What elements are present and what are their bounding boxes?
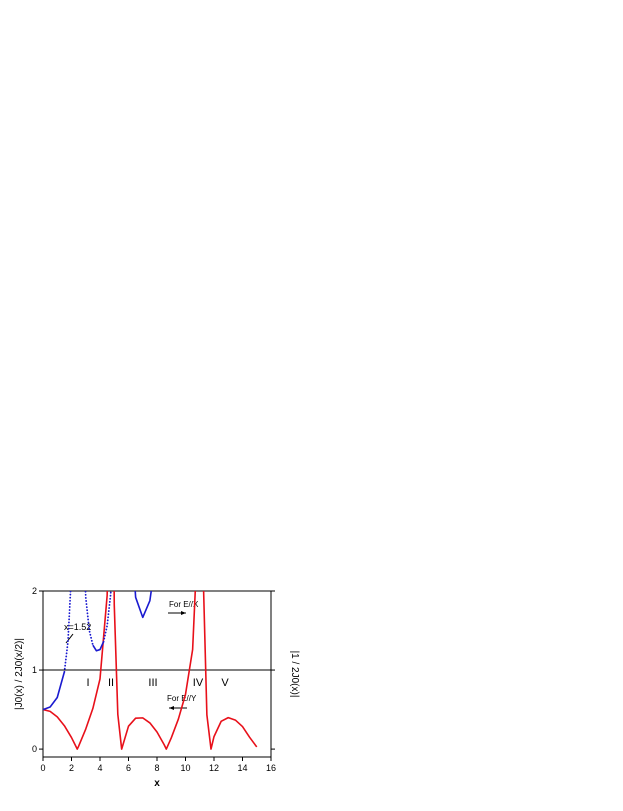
plot-area bbox=[43, 591, 258, 750]
region-label: V bbox=[221, 677, 229, 689]
y2-axis-label: |1 / 2J0(x)| bbox=[289, 651, 300, 698]
region-label: IV bbox=[193, 677, 204, 689]
y-tick-label: 1 bbox=[32, 665, 37, 675]
x-tick-label: 2 bbox=[69, 763, 74, 773]
region-label: III bbox=[148, 677, 157, 689]
annotation: For E//X bbox=[169, 600, 199, 609]
data-line bbox=[43, 591, 153, 711]
annotation: x=1.52 bbox=[64, 622, 91, 632]
annotation-arrow bbox=[65, 633, 74, 644]
x-tick-label: 8 bbox=[154, 763, 159, 773]
y-axis-label: |J0(x) / 2J0(x/2)| bbox=[14, 638, 25, 710]
arrow-head bbox=[169, 706, 174, 710]
x-tick-label: 16 bbox=[266, 763, 276, 773]
data-line bbox=[63, 591, 112, 673]
region-label: I bbox=[86, 677, 89, 689]
x-tick-label: 14 bbox=[237, 763, 247, 773]
x-tick-label: 10 bbox=[180, 763, 190, 773]
annotation: For E//Y bbox=[167, 694, 197, 703]
x-tick-label: 6 bbox=[126, 763, 131, 773]
x-tick-label: 4 bbox=[97, 763, 102, 773]
region-label: II bbox=[108, 677, 114, 689]
y-tick-label: 0 bbox=[32, 744, 37, 754]
y-tick-label: 2 bbox=[32, 586, 37, 596]
x-axis-label: x bbox=[154, 778, 160, 789]
data-line bbox=[43, 591, 258, 750]
x-tick-label: 0 bbox=[40, 763, 45, 773]
x-tick-label: 12 bbox=[209, 763, 219, 773]
arrow-head bbox=[181, 611, 186, 615]
